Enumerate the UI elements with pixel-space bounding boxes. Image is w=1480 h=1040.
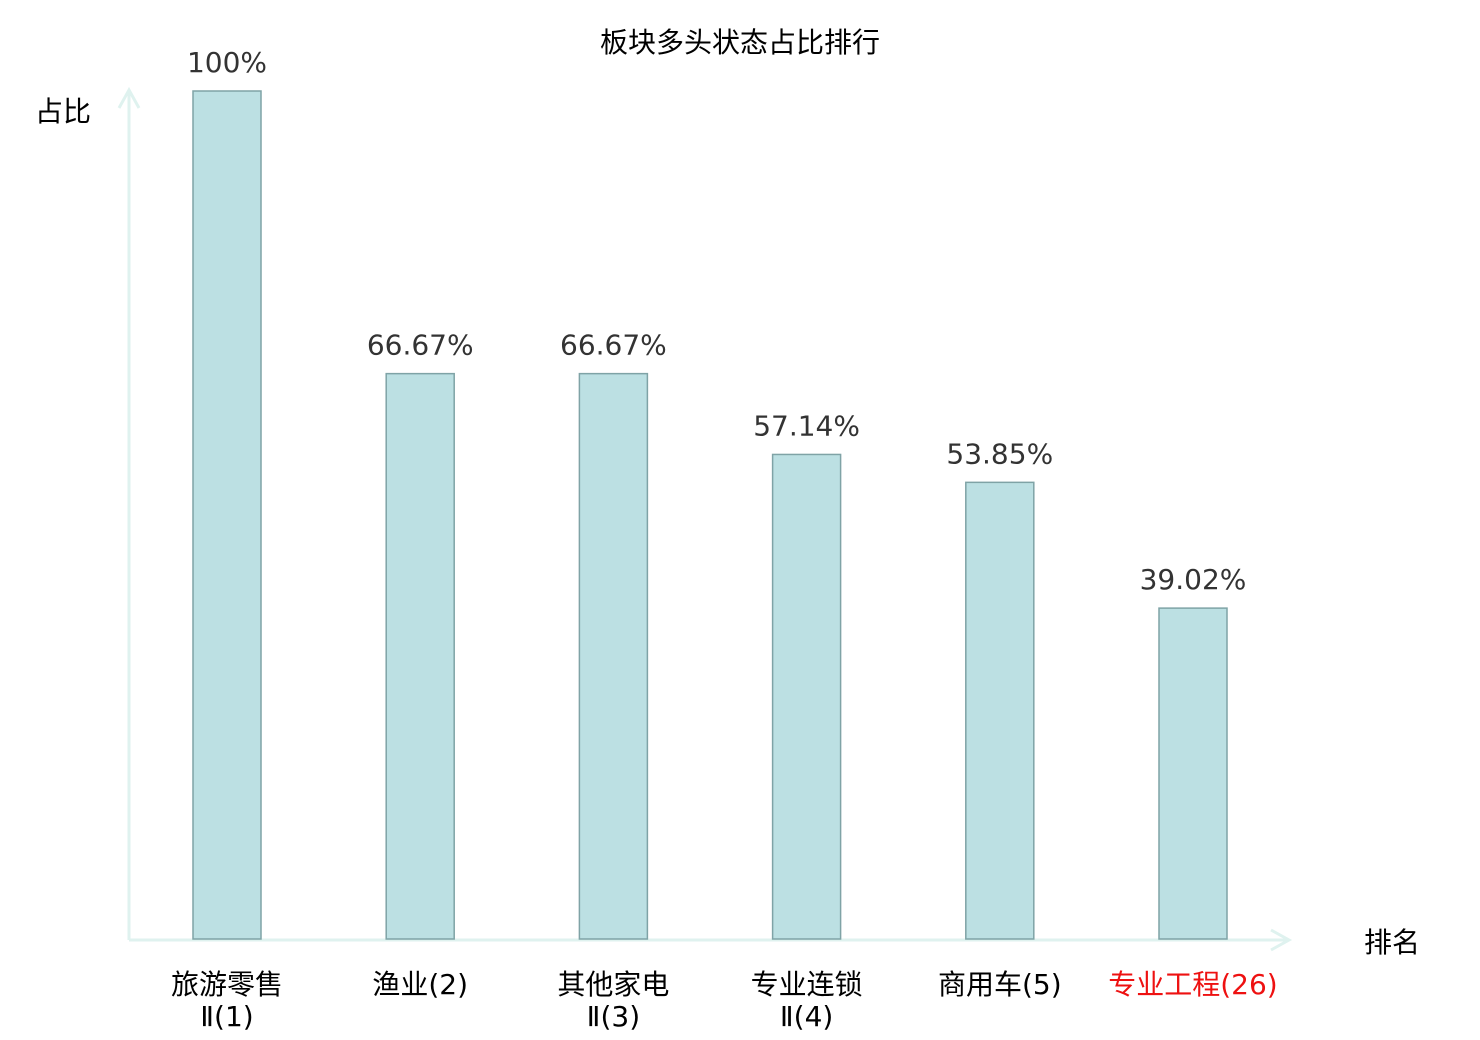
bar xyxy=(771,453,842,940)
value-label: 100% xyxy=(187,46,267,79)
category-label-line2: Ⅱ(1) xyxy=(200,1000,253,1033)
category-label: 专业工程(26) xyxy=(1108,968,1277,1001)
category-label: 渔业(2) xyxy=(372,968,468,1001)
bar xyxy=(965,481,1035,940)
x-axis xyxy=(129,928,1293,952)
category-label: 其他家电 xyxy=(557,968,669,1001)
y-axis-label: 占比 xyxy=(35,95,91,128)
chart-title: 板块多头状态占比排行 xyxy=(600,26,880,59)
category-label: 旅游零售 xyxy=(171,968,283,1001)
value-label: 39.02% xyxy=(1140,563,1247,596)
value-label: 66.67% xyxy=(367,329,474,362)
y-axis xyxy=(117,86,141,940)
bar xyxy=(385,372,455,940)
bar xyxy=(578,372,649,940)
bar xyxy=(1158,607,1228,940)
category-label-line2: Ⅱ(3) xyxy=(587,1000,640,1033)
value-label: 53.85% xyxy=(946,437,1053,470)
value-label: 57.14% xyxy=(753,409,860,442)
category-label: 专业连锁 xyxy=(751,968,863,1001)
value-label: 66.67% xyxy=(560,329,667,362)
bar xyxy=(192,90,262,940)
category-label: 商用车(5) xyxy=(938,968,1062,1001)
x-axis-label: 排名 xyxy=(1364,926,1420,959)
category-label-line2: Ⅱ(4) xyxy=(780,1000,833,1033)
